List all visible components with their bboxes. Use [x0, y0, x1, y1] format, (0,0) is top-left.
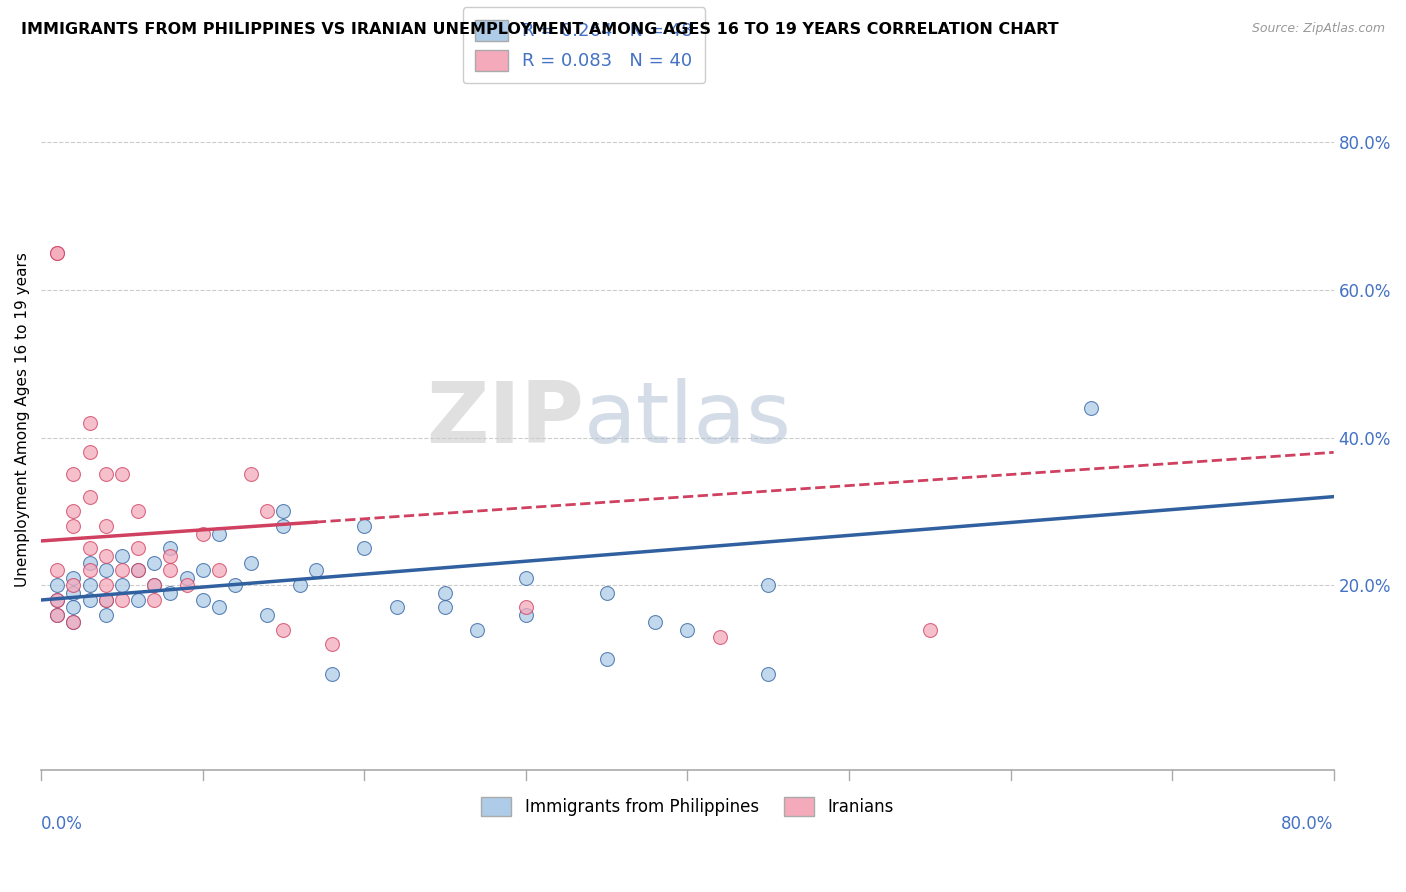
- Point: [127, 564, 149, 578]
- Text: 80.0%: 80.0%: [1281, 815, 1334, 833]
- Point: [159, 564, 181, 578]
- Point: [62, 467, 84, 482]
- Point: [273, 519, 295, 533]
- Point: [62, 519, 84, 533]
- Point: [224, 578, 246, 592]
- Point: [143, 593, 166, 607]
- Point: [62, 578, 84, 592]
- Point: [756, 666, 779, 681]
- Point: [273, 504, 295, 518]
- Point: [159, 549, 181, 563]
- Point: [385, 600, 408, 615]
- Point: [644, 615, 666, 629]
- Point: [46, 593, 69, 607]
- Point: [62, 615, 84, 629]
- Point: [434, 600, 457, 615]
- Point: [79, 416, 101, 430]
- Point: [127, 593, 149, 607]
- Point: [94, 593, 117, 607]
- Point: [208, 600, 231, 615]
- Point: [62, 615, 84, 629]
- Point: [918, 623, 941, 637]
- Point: [159, 541, 181, 556]
- Point: [756, 578, 779, 592]
- Point: [94, 467, 117, 482]
- Point: [143, 578, 166, 592]
- Point: [79, 490, 101, 504]
- Point: [46, 564, 69, 578]
- Point: [79, 593, 101, 607]
- Point: [288, 578, 311, 592]
- Y-axis label: Unemployment Among Ages 16 to 19 years: Unemployment Among Ages 16 to 19 years: [15, 252, 30, 587]
- Point: [111, 467, 134, 482]
- Point: [240, 556, 263, 570]
- Point: [595, 585, 617, 599]
- Point: [46, 246, 69, 260]
- Point: [321, 637, 343, 651]
- Point: [159, 585, 181, 599]
- Point: [94, 578, 117, 592]
- Point: [208, 564, 231, 578]
- Point: [46, 607, 69, 622]
- Point: [515, 571, 537, 585]
- Point: [62, 571, 84, 585]
- Point: [94, 564, 117, 578]
- Point: [46, 578, 69, 592]
- Point: [111, 578, 134, 592]
- Point: [111, 549, 134, 563]
- Point: [176, 578, 198, 592]
- Point: [79, 578, 101, 592]
- Point: [434, 585, 457, 599]
- Point: [79, 564, 101, 578]
- Point: [94, 607, 117, 622]
- Point: [111, 593, 134, 607]
- Point: [143, 556, 166, 570]
- Point: [256, 504, 278, 518]
- Point: [305, 564, 328, 578]
- Point: [467, 623, 489, 637]
- Point: [191, 526, 214, 541]
- Point: [94, 519, 117, 533]
- Point: [595, 652, 617, 666]
- Text: 0.0%: 0.0%: [41, 815, 83, 833]
- Point: [46, 246, 69, 260]
- Point: [256, 607, 278, 622]
- Point: [79, 445, 101, 459]
- Point: [127, 504, 149, 518]
- Point: [709, 630, 731, 644]
- Point: [62, 600, 84, 615]
- Text: IMMIGRANTS FROM PHILIPPINES VS IRANIAN UNEMPLOYMENT AMONG AGES 16 TO 19 YEARS CO: IMMIGRANTS FROM PHILIPPINES VS IRANIAN U…: [21, 22, 1059, 37]
- Point: [127, 541, 149, 556]
- Point: [353, 541, 375, 556]
- Point: [273, 623, 295, 637]
- Point: [62, 504, 84, 518]
- Legend: Immigrants from Philippines, Iranians: Immigrants from Philippines, Iranians: [472, 789, 901, 824]
- Point: [515, 607, 537, 622]
- Point: [62, 585, 84, 599]
- Point: [143, 578, 166, 592]
- Point: [208, 526, 231, 541]
- Point: [191, 593, 214, 607]
- Point: [46, 593, 69, 607]
- Point: [94, 593, 117, 607]
- Point: [240, 467, 263, 482]
- Point: [353, 519, 375, 533]
- Point: [46, 607, 69, 622]
- Point: [127, 564, 149, 578]
- Point: [79, 556, 101, 570]
- Point: [191, 564, 214, 578]
- Text: Source: ZipAtlas.com: Source: ZipAtlas.com: [1251, 22, 1385, 36]
- Point: [1080, 401, 1102, 415]
- Point: [515, 600, 537, 615]
- Point: [79, 541, 101, 556]
- Point: [676, 623, 699, 637]
- Point: [321, 666, 343, 681]
- Point: [176, 571, 198, 585]
- Text: ZIP: ZIP: [426, 377, 583, 460]
- Point: [111, 564, 134, 578]
- Text: atlas: atlas: [583, 377, 792, 460]
- Point: [94, 549, 117, 563]
